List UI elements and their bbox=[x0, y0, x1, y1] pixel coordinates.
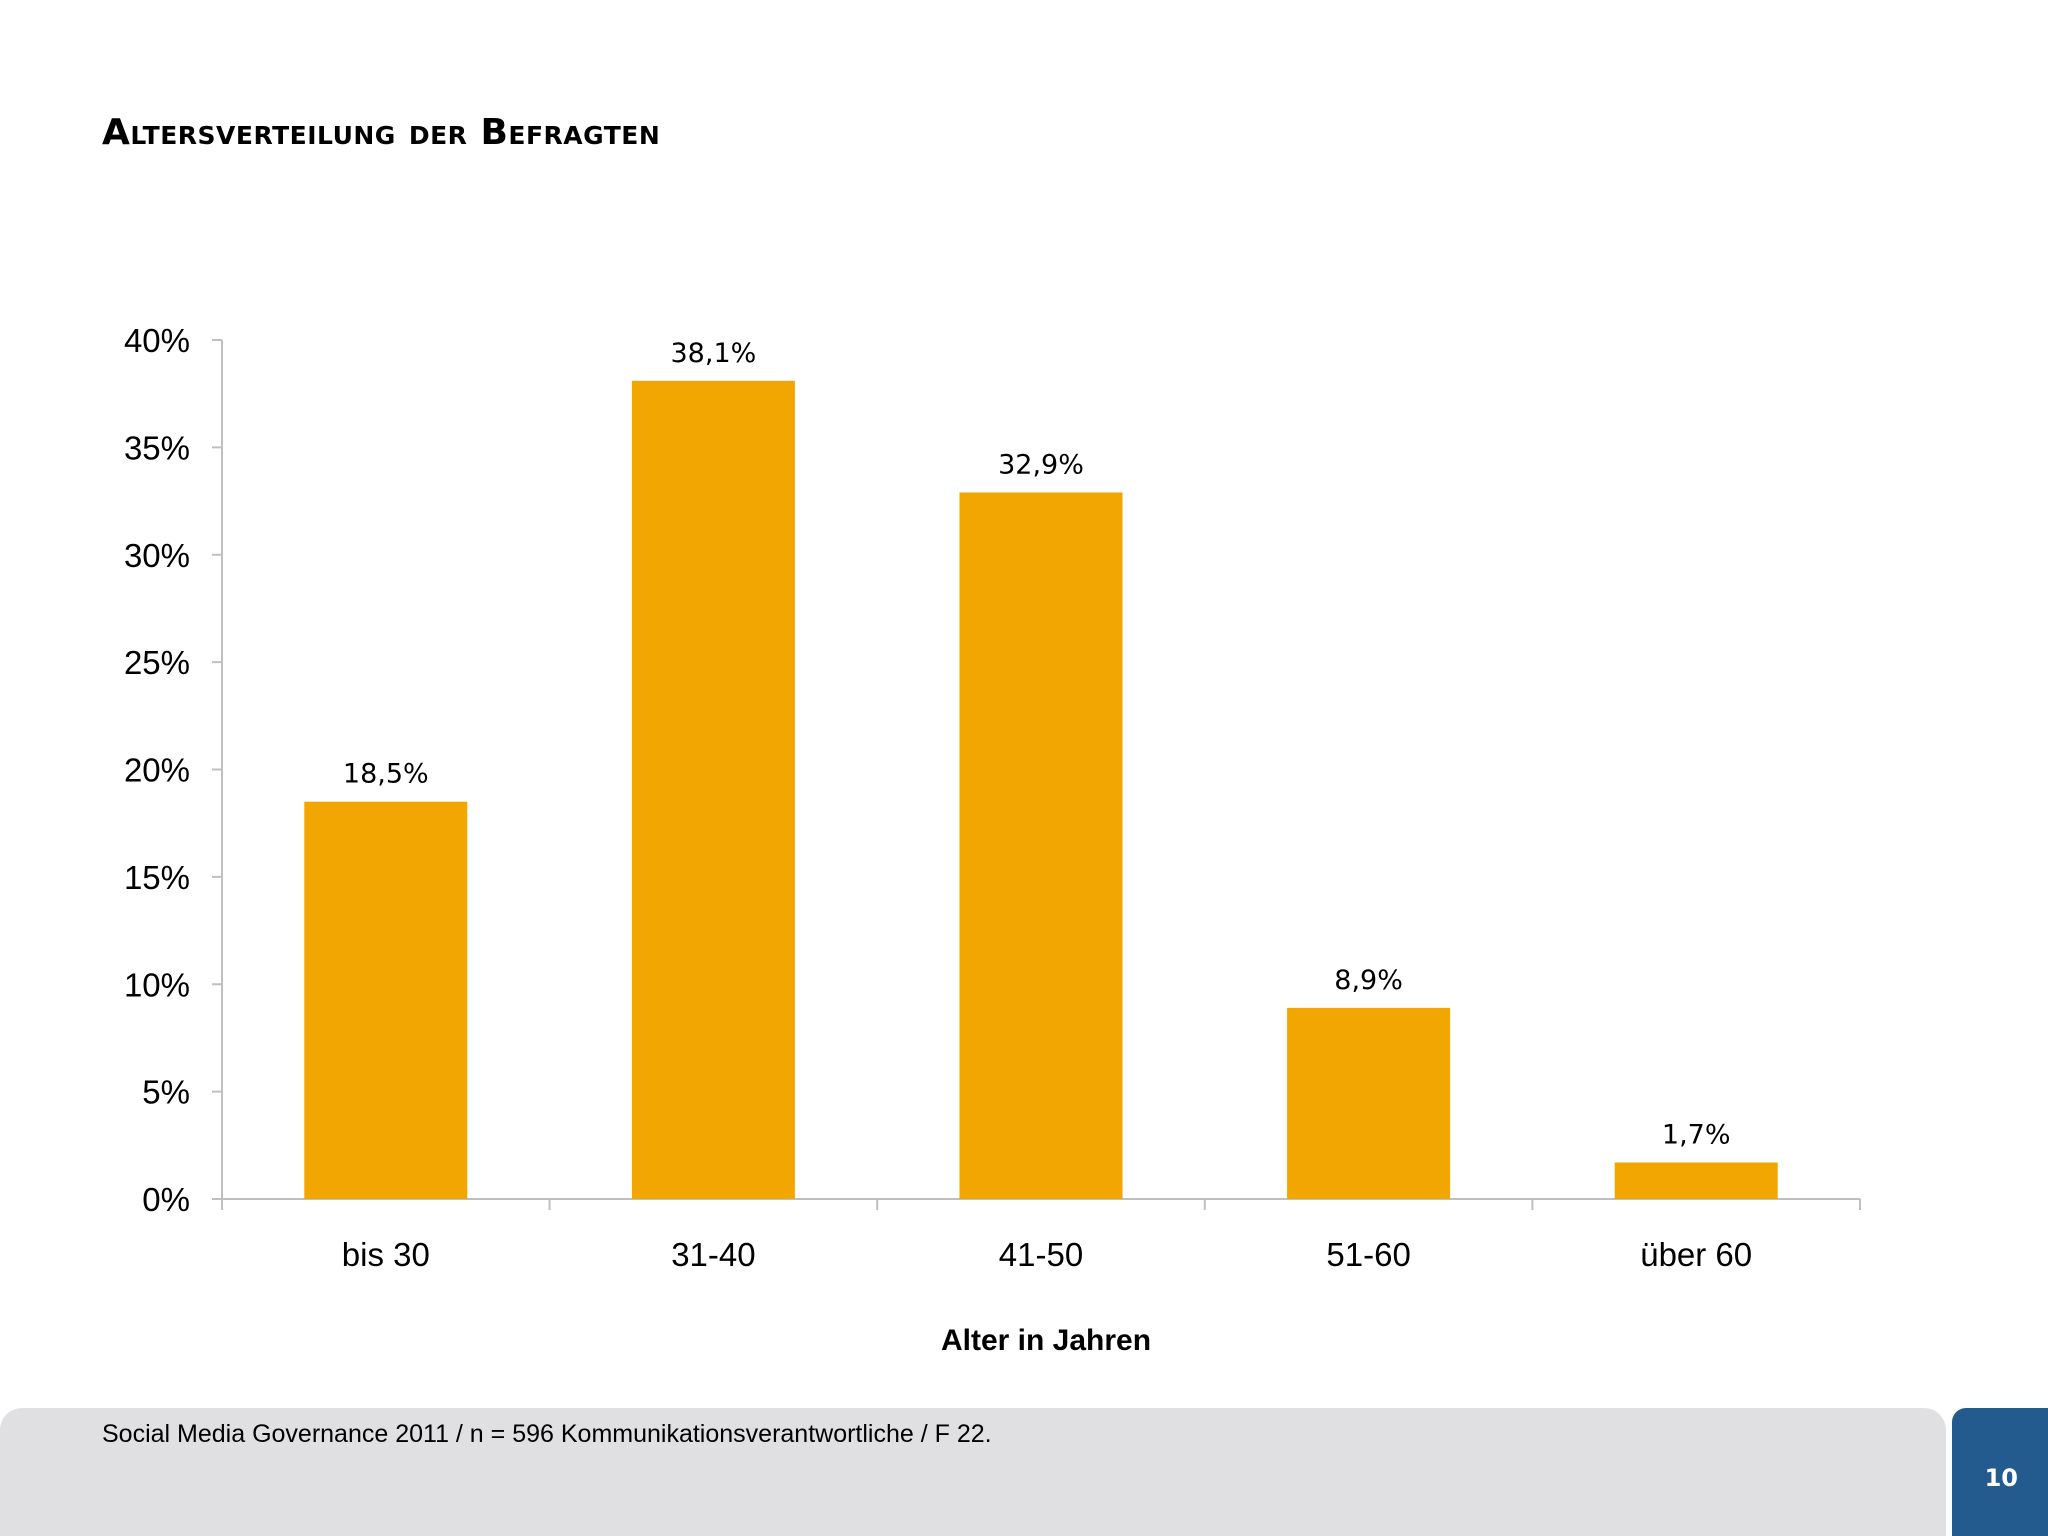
y-tick-label: 15% bbox=[124, 859, 190, 896]
y-tick-label: 25% bbox=[124, 644, 190, 681]
slide-title: Altersverteilung der Befragten bbox=[102, 112, 661, 153]
bar-chart: 0% 5% 10% 15% 20% 25% 30% 35% 40% bis 30 31-40 41-… bbox=[124, 322, 1861, 1357]
bar-value-label: 8,9% bbox=[1334, 965, 1403, 996]
y-axis: 0% 5% 10% 15% 20% 25% 30% 35% 40% bbox=[124, 322, 223, 1218]
y-tick-label: 0% bbox=[142, 1181, 190, 1218]
footer-source-note: Social Media Governance 2011 / n = 596 K… bbox=[102, 1420, 992, 1448]
x-axis-title: Alter in Jahren bbox=[941, 1324, 1151, 1357]
bar bbox=[959, 492, 1123, 1199]
x-tick-label: über 60 bbox=[1640, 1236, 1752, 1273]
x-axis: bis 30 31-40 41-50 51-60 über 60 bbox=[221, 1198, 1861, 1273]
x-tick-label: bis 30 bbox=[342, 1236, 430, 1273]
bar-value-label: 18,5% bbox=[343, 759, 429, 790]
y-tick-label: 5% bbox=[142, 1074, 190, 1111]
page-number-badge bbox=[1952, 1408, 2048, 1536]
x-tick-label: 51-60 bbox=[1326, 1236, 1410, 1273]
bar-series bbox=[304, 380, 1778, 1199]
bar bbox=[304, 801, 468, 1199]
x-tick-label: 41-50 bbox=[999, 1236, 1083, 1273]
data-labels: 18,5% 38,1% 32,9% 8,9% 1,7% bbox=[343, 338, 1731, 1151]
bar-value-label: 32,9% bbox=[998, 449, 1084, 480]
bar bbox=[631, 380, 795, 1199]
page-number: 10 bbox=[1984, 1464, 2018, 1492]
y-tick-label: 35% bbox=[124, 429, 190, 466]
y-tick-label: 20% bbox=[124, 752, 190, 789]
bar bbox=[1287, 1007, 1451, 1199]
x-tick-label: 31-40 bbox=[671, 1236, 755, 1273]
y-tick-label: 30% bbox=[124, 537, 190, 574]
bar bbox=[1614, 1162, 1778, 1199]
footer-bar bbox=[0, 1408, 1946, 1536]
bar-value-label: 38,1% bbox=[671, 338, 757, 369]
bar-value-label: 1,7% bbox=[1662, 1119, 1731, 1150]
y-tick-label: 40% bbox=[124, 322, 190, 359]
y-tick-label: 10% bbox=[124, 966, 190, 1003]
